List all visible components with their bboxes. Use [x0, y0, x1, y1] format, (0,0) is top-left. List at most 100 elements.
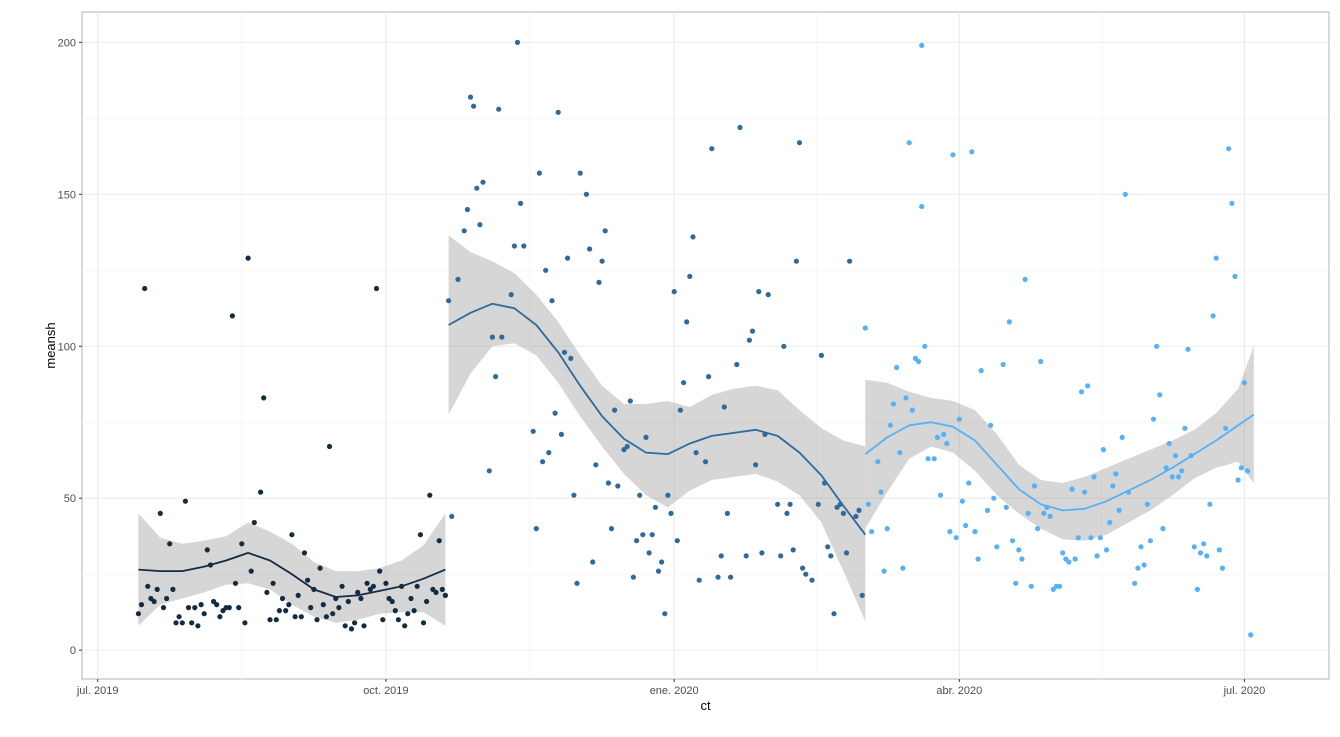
- data-point: [881, 568, 887, 574]
- data-point: [897, 450, 903, 456]
- data-point: [1110, 483, 1116, 489]
- data-point: [1060, 550, 1066, 556]
- data-point: [214, 602, 220, 608]
- data-point: [439, 586, 445, 593]
- data-point: [261, 395, 267, 401]
- data-point: [724, 510, 731, 516]
- data-point: [571, 492, 577, 498]
- data-point: [1138, 544, 1144, 550]
- data-point: [251, 519, 257, 526]
- data-point: [245, 255, 251, 261]
- data-point: [1226, 146, 1232, 152]
- data-point: [690, 234, 696, 240]
- data-point: [847, 258, 853, 264]
- data-point: [514, 39, 521, 46]
- data-point: [1028, 583, 1034, 589]
- data-point: [865, 501, 872, 507]
- data-point: [167, 541, 173, 547]
- data-point: [530, 428, 536, 434]
- data-point: [1182, 425, 1188, 431]
- data-point: [552, 410, 558, 416]
- data-point: [373, 285, 380, 292]
- data-point: [753, 462, 759, 468]
- data-point: [176, 614, 182, 620]
- data-point: [320, 602, 326, 608]
- data-point: [978, 368, 984, 374]
- data-point: [862, 325, 868, 331]
- data-point: [289, 532, 295, 538]
- data-point: [1047, 513, 1053, 520]
- data-point: [1244, 468, 1251, 474]
- data-point: [1144, 501, 1150, 507]
- data-point: [574, 580, 580, 586]
- data-point: [442, 592, 448, 599]
- data-point: [1003, 504, 1009, 510]
- data-point: [634, 538, 640, 544]
- data-point: [596, 279, 602, 285]
- data-point: [449, 513, 455, 520]
- data-point: [649, 532, 655, 538]
- confidence-bands: [138, 235, 1254, 626]
- data-point: [1147, 538, 1153, 544]
- data-point: [677, 407, 684, 413]
- data-point: [1122, 191, 1128, 197]
- data-point: [775, 501, 781, 507]
- data-point: [1179, 468, 1185, 474]
- trend-line-1: [138, 552, 446, 598]
- data-point: [621, 447, 627, 453]
- data-point: [474, 185, 480, 191]
- data-point: [590, 559, 596, 565]
- confidence-band-2: [448, 235, 866, 622]
- x-axis-title: ct: [700, 698, 711, 713]
- data-point: [1219, 565, 1226, 571]
- data-point: [956, 416, 962, 422]
- data-point: [1201, 541, 1207, 547]
- data-point: [944, 440, 950, 447]
- data-point: [436, 538, 442, 544]
- x-tick-label: jul. 2019: [76, 685, 119, 697]
- data-point: [721, 404, 727, 410]
- data-point: [229, 313, 235, 319]
- data-point: [182, 498, 188, 504]
- data-point: [728, 574, 734, 580]
- x-tick-label: jul. 2020: [1223, 685, 1266, 697]
- data-point: [1078, 389, 1085, 395]
- data-point: [796, 140, 803, 146]
- data-point: [1169, 474, 1175, 480]
- data-point: [1235, 477, 1241, 483]
- data-point: [655, 568, 662, 574]
- data-point: [749, 328, 756, 334]
- data-point: [900, 565, 906, 571]
- y-tick-label: 50: [64, 493, 76, 505]
- data-point: [424, 598, 430, 605]
- data-point: [1041, 510, 1047, 516]
- data-point: [919, 203, 925, 210]
- data-point: [493, 374, 499, 380]
- data-point: [1213, 255, 1219, 261]
- data-point: [1210, 313, 1216, 319]
- data-point: [417, 532, 423, 538]
- data-point: [994, 544, 1000, 550]
- data-point: [226, 605, 232, 611]
- data-point: [637, 492, 643, 498]
- data-point: [521, 243, 527, 249]
- data-point: [1157, 392, 1163, 398]
- data-point: [198, 602, 204, 608]
- data-point: [264, 589, 270, 596]
- data-point: [204, 547, 210, 553]
- data-point: [828, 553, 834, 559]
- data-point: [499, 334, 505, 340]
- data-point: [602, 228, 608, 234]
- data-point: [242, 620, 248, 626]
- data-point: [1207, 501, 1213, 507]
- data-point: [420, 620, 427, 626]
- data-point: [612, 407, 618, 413]
- data-point: [464, 206, 470, 213]
- trend-line-3: [864, 413, 1255, 512]
- data-point: [411, 608, 417, 614]
- data-point: [825, 544, 831, 550]
- data-point: [1019, 556, 1025, 562]
- data-point: [298, 614, 304, 620]
- data-point: [640, 532, 646, 538]
- data-point: [1238, 465, 1244, 471]
